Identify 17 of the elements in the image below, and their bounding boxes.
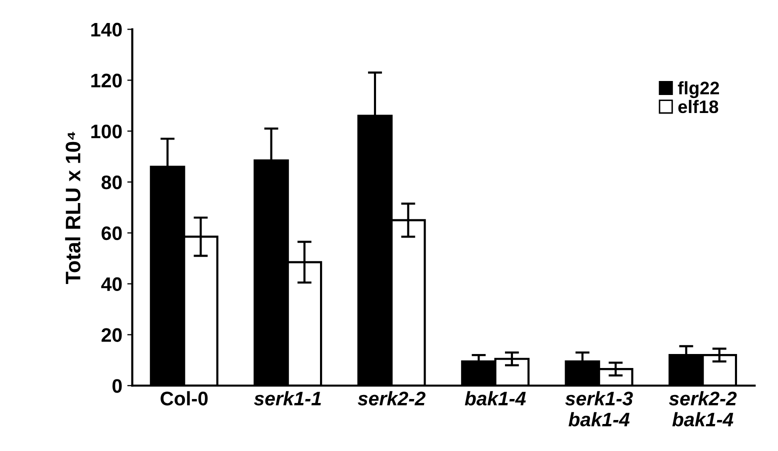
y-tick-label: 60 [102,226,122,240]
y-tick-label: 140 [91,22,122,37]
y-tick-label: 100 [91,124,122,138]
legend-label: elf18 [678,100,718,114]
x-tick-label: serk1-3 bak1-4 [565,391,633,426]
y-axis-title: Total RLU x 10⁴ [65,132,80,284]
y-tick-label: 120 [91,74,122,88]
legend-label: flg22 [678,81,720,98]
x-tick-label: bak1-4 [464,391,526,406]
x-tick-label: Col-0 [160,391,208,406]
x-tick-label: serk2-2 bak1-4 [668,391,737,426]
x-tick-label: serk1-1 [254,391,321,406]
y-tick-label: 40 [101,277,122,292]
y-tick-label: 80 [102,175,122,190]
y-tick-label: 20 [102,328,122,342]
y-tick-label: 0 [112,379,122,393]
x-tick-label: serk2-2 [358,391,426,406]
